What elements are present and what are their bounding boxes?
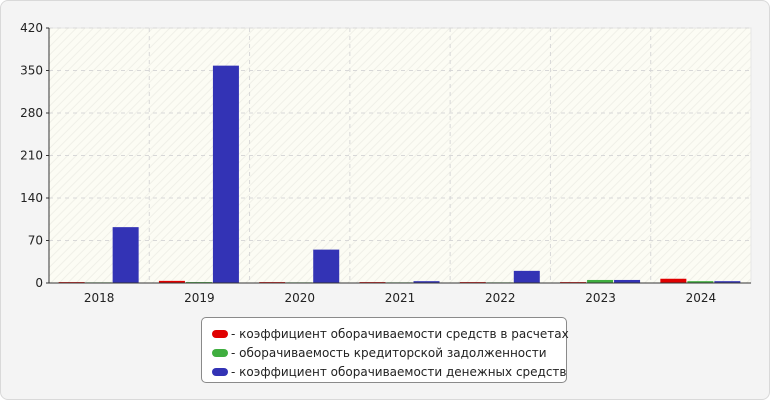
- y-tick-label: 140: [20, 191, 43, 205]
- y-tick-label: 0: [35, 276, 43, 290]
- bar-2021-series-3: [413, 281, 440, 283]
- legend-item-receivables-turnover: - коэффициент оборачиваемости средств в …: [212, 324, 569, 343]
- legend-item-cash-turnover: - коэффициент оборачиваемости денежных с…: [212, 362, 567, 381]
- bar-2018-series-3: [112, 227, 139, 283]
- x-tick-label-2022: 2022: [485, 291, 516, 305]
- y-tick-label: 70: [28, 234, 43, 248]
- legend: - коэффициент оборачиваемости средств в …: [201, 317, 569, 383]
- bar-2023-series-2: [587, 279, 614, 283]
- x-tick-label-2018: 2018: [84, 291, 115, 305]
- x-tick-label-2019: 2019: [184, 291, 215, 305]
- legend-label-cash: - коэффициент оборачиваемости денежных с…: [231, 364, 567, 379]
- gridlines: [49, 27, 751, 283]
- bar-2019-series-1: [158, 280, 185, 283]
- bar-2023-series-3: [614, 279, 641, 283]
- legend-item-payables-turnover: - оборачиваемость кредиторской задолженн…: [212, 343, 566, 362]
- y-tick-label: 350: [20, 64, 43, 78]
- bar-2024-series-2: [687, 281, 714, 283]
- legend-swatch-receivables: [212, 329, 228, 338]
- x-tick-label-2023: 2023: [585, 291, 616, 305]
- x-tick-label-2021: 2021: [385, 291, 416, 305]
- x-tick-labels: 2018 2019 2020 2021 2022 2023 2024: [84, 291, 716, 305]
- y-tick-labels: 0 70 140 210 280 350 420: [20, 21, 43, 290]
- bar-2022-series-3: [513, 270, 540, 283]
- bar-2024-series-1: [660, 278, 687, 283]
- x-tick-label-2024: 2024: [686, 291, 717, 305]
- y-tick-label: 280: [20, 106, 43, 120]
- y-tick-label: 210: [20, 149, 43, 163]
- bar-2024-series-3: [714, 281, 741, 283]
- legend-swatch-cash: [212, 367, 228, 376]
- legend-label-payables: - оборачиваемость кредиторской задолженн…: [231, 345, 547, 360]
- x-tick-label-2020: 2020: [284, 291, 315, 305]
- bar-2020-series-3: [313, 249, 340, 283]
- legend-swatch-payables: [212, 348, 228, 357]
- bar-2019-series-3: [212, 65, 239, 284]
- y-tick-label: 420: [20, 21, 43, 35]
- legend-label-receivables: - коэффициент оборачиваемости средств в …: [231, 326, 569, 341]
- axes: [46, 27, 751, 284]
